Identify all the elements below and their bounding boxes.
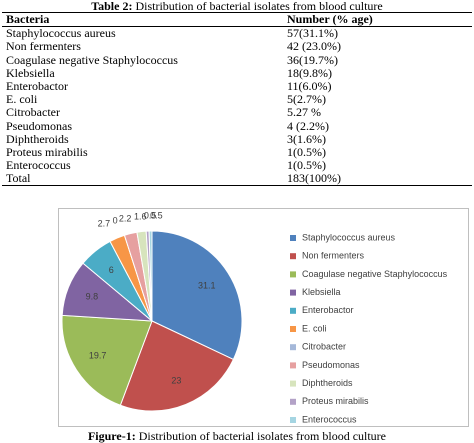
table-cell: Total — [2, 172, 283, 187]
table-cell: Enterococcus — [6, 158, 71, 173]
slice-label: 0.5 — [150, 211, 163, 221]
legend-label: Enterobactor — [302, 305, 354, 315]
caption-label: Figure-1: — [87, 429, 136, 443]
table-cell: Staphylococcus aureus — [6, 26, 116, 41]
table-cell: 1(0.5%) — [287, 144, 326, 159]
table-cell: 183(100%) — [283, 172, 472, 187]
slice-label: 2.7 — [98, 218, 111, 228]
legend-swatch — [290, 380, 296, 387]
slice-label: 0.5 — [144, 211, 157, 221]
table-cell: 1(0.5%) — [287, 158, 326, 173]
table-cell: Klebsiella — [6, 65, 55, 80]
table-row: Coagulase negative Staphylococcus 36(19.7… — [2, 52, 472, 67]
caption-text: Distribution of bacterial isolates from … — [138, 429, 387, 443]
table-cell: Citrobacter — [6, 105, 60, 120]
legend-swatch — [290, 326, 296, 332]
table: Bacteria Number (% age) Staphylococcus aur… — [2, 12, 472, 187]
table-row: Enterobactor 11(6.0%) — [2, 79, 472, 94]
slice-label: 0 — [113, 215, 118, 225]
legend-swatch — [290, 289, 296, 296]
legend-label: Staphylococcus aureus — [302, 232, 396, 242]
table-cell: Enterobactor — [6, 79, 68, 94]
table-row: Enterococcus 1(0.5%) — [2, 159, 472, 172]
legend-label: Diphtheroids — [302, 378, 353, 388]
table-row: E. coli 5(2.7%) — [2, 93, 472, 106]
table-row: Total 183(100%) — [2, 172, 472, 187]
table-row: Klebsiella 18(9.8%) — [2, 65, 472, 80]
pie-slice — [148, 230, 153, 322]
table-cell: Pseudomonas — [6, 118, 72, 133]
table-cell: E. coli — [6, 92, 38, 107]
table-cell: 18(9.8%) — [287, 65, 332, 80]
legend-label: Pseudomonas — [302, 360, 360, 370]
legend-label: Enterococcus — [302, 414, 357, 424]
table-cell: Coagulase negative Staphylococcus — [6, 52, 178, 67]
pie-slice — [61, 314, 153, 406]
slice-label: 19.7 — [89, 351, 107, 361]
table-cell: 4 (2.2%) — [287, 118, 329, 133]
table-cell: 42 (23.0%) — [287, 39, 341, 54]
caption: Figure-1: Distribution of bacterial isol… — [0, 429, 474, 443]
legend-swatch — [290, 362, 296, 369]
table-cell: 3(1.6%) — [287, 131, 326, 146]
slice-label: 1.6 — [134, 211, 147, 221]
legend-label: Citrobacter — [302, 342, 346, 352]
legend-swatch — [290, 307, 296, 314]
legend-swatch — [290, 417, 296, 423]
table-cell: 11(6.0%) — [287, 79, 332, 94]
table-title: Table 2: Distribution of bacterial isola… — [0, 0, 474, 12]
table-cell: Non fermenters — [6, 39, 81, 54]
table-row: Diphtheroids 3(1.6%) — [2, 131, 472, 146]
table-row: Proteus mirabilis 1(0.5%) — [2, 144, 472, 159]
header-cell: Bacteria — [2, 12, 283, 28]
legend-swatch — [290, 344, 296, 351]
legend-label: Non fermenters — [302, 251, 365, 261]
table-row: Staphylococcus aureus 57(31.1%) — [2, 27, 472, 41]
table-cell: 57(31.1%) — [287, 26, 338, 41]
legend-swatch — [290, 271, 296, 278]
slice-label: 6 — [109, 265, 114, 275]
table-cell: Proteus mirabilis — [6, 144, 88, 159]
slice-label: 23 — [171, 375, 181, 385]
legend-label: Proteus mirabilis — [302, 396, 369, 406]
legend-label: Coagulase negative Staphylococcus — [302, 269, 448, 279]
slice-label: 9.8 — [86, 291, 99, 301]
table-title-text: Distribution of bacterial isolates from … — [135, 0, 383, 13]
legend-swatch — [290, 253, 296, 260]
legend-swatch — [290, 398, 296, 405]
table-cell: 36(19.7%) — [287, 52, 338, 67]
header-row: Bacteria Number (% age) — [2, 12, 472, 28]
table-cell: 5.27 % — [287, 105, 321, 120]
header-cell: Number (% age) — [283, 12, 472, 28]
table-row: Citrobacter 5.27 % — [2, 106, 472, 119]
table-cell: 5(2.7%) — [287, 92, 326, 107]
table-row: Pseudomonas 4 (2.2%) — [2, 118, 472, 133]
table-row: Non fermenters 42 (23.0%) — [2, 40, 472, 53]
slice-label: 2.2 — [119, 213, 132, 223]
chart: 31.1 23 19.7 9.8 6 2.7 0 2.2 1.60.50.5 Staphyloco… — [58, 208, 469, 427]
pie-slice — [119, 320, 235, 412]
table-cell: Diphtheroids — [6, 131, 69, 146]
table-label: Table 2: — [91, 0, 133, 13]
legend-swatch — [290, 235, 296, 241]
legend-label: E. coli — [302, 323, 327, 333]
legend-label: Klebsiella — [302, 287, 341, 297]
pie-slice — [151, 230, 243, 361]
slice-label: 31.1 — [198, 281, 216, 291]
